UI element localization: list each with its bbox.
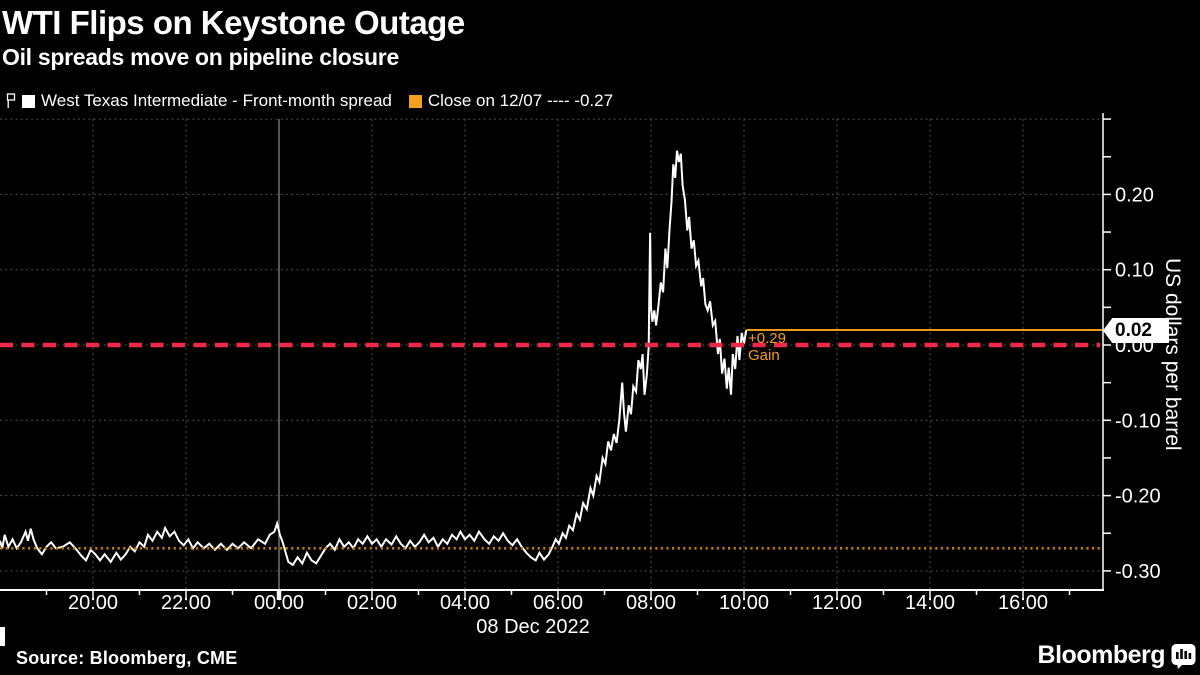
close-legend-label: Close on 12/07 ---- -0.27 <box>427 91 614 110</box>
svg-text:14:00: 14:00 <box>905 592 955 614</box>
svg-text:08:00: 08:00 <box>626 592 676 614</box>
legend-item-series: West Texas Intermediate - Front-month sp… <box>6 91 392 111</box>
svg-text:22:00: 22:00 <box>161 592 211 614</box>
svg-text:06:00: 06:00 <box>533 592 583 614</box>
x-axis-ticks <box>45 590 1071 600</box>
close-swatch <box>408 94 422 108</box>
gain-annotation: Gain <box>748 347 780 364</box>
bloomberg-brand: Bloomberg <box>1038 641 1196 670</box>
chart-subtitle: Oil spreads move on pipeline closure <box>2 44 399 70</box>
svg-text:0.20: 0.20 <box>1115 184 1154 206</box>
svg-text:-0.30: -0.30 <box>1115 561 1161 583</box>
track-flag-icon <box>6 93 16 108</box>
x-tick-labels: 20:00 22:00 00:00 02:00 04:00 06:00 08:00 10:00… <box>68 592 1048 614</box>
change-annotation: +0.29 <box>748 330 786 347</box>
svg-text:-0.20: -0.20 <box>1115 486 1161 508</box>
last-price-tag: 0.02 <box>1103 318 1169 343</box>
chart-title: WTI Flips on Keystone Outage <box>2 4 465 41</box>
axis-spines <box>0 113 1104 591</box>
svg-text:00:00: 00:00 <box>254 592 304 614</box>
bloomberg-wordmark: Bloomberg <box>1037 641 1166 669</box>
series-legend-label: West Texas Intermediate - Front-month sp… <box>41 91 392 110</box>
series-swatch <box>22 94 35 108</box>
h-gridlines <box>0 118 1103 572</box>
screen-edge-artifact <box>0 627 5 646</box>
svg-text:-0.10: -0.10 <box>1115 410 1161 432</box>
y-axis-ticks <box>1103 118 1111 572</box>
svg-text:16:00: 16:00 <box>998 592 1048 614</box>
source-label: Source: Bloomberg, CME <box>16 648 238 668</box>
svg-text:10:00: 10:00 <box>719 592 769 614</box>
svg-text:02:00: 02:00 <box>347 592 397 614</box>
y-axis-title: US dollars per barrel <box>1161 257 1184 451</box>
svg-text:12:00: 12:00 <box>812 592 862 614</box>
y-tick-labels: 0.200.100.00-0.10-0.20-0.30 <box>1115 184 1161 583</box>
bloomberg-logo-icon <box>1171 643 1196 669</box>
v-gridlines <box>92 119 1024 590</box>
svg-text:04:00: 04:00 <box>440 592 490 614</box>
legend-item-close: Close on 12/07 ---- -0.27 <box>408 91 614 111</box>
svg-text:20:00: 20:00 <box>68 592 118 614</box>
legend: West Texas Intermediate - Front-month sp… <box>6 91 613 111</box>
x-axis-date-label: 08 Dec 2022 <box>476 616 590 638</box>
price-series-line <box>0 150 748 567</box>
svg-text:0.10: 0.10 <box>1115 260 1154 282</box>
